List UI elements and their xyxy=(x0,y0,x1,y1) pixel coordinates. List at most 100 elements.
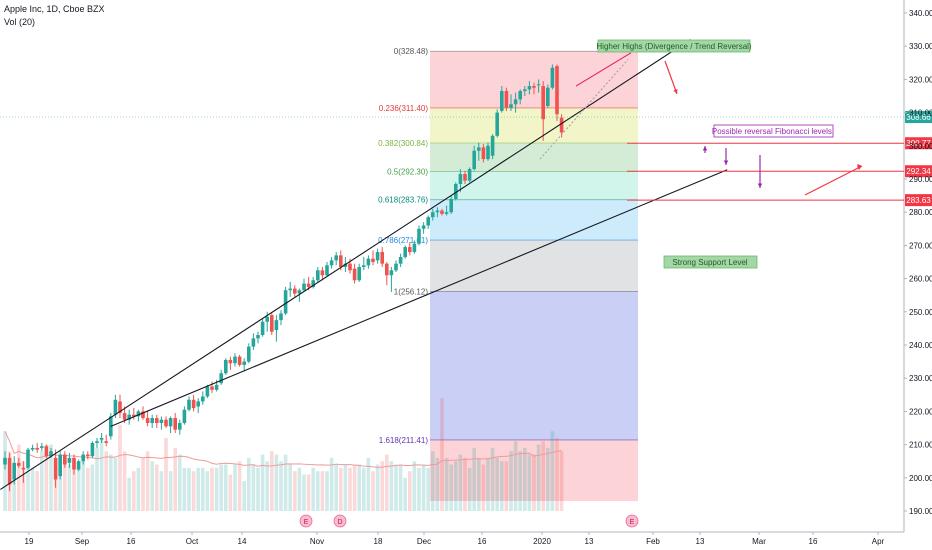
candle-body xyxy=(357,266,361,281)
arrow-tip-head xyxy=(857,163,862,169)
volume-bar xyxy=(12,477,16,511)
candle-body xyxy=(26,449,30,468)
price-label: 283.63 xyxy=(906,196,931,205)
candle-body xyxy=(76,461,81,470)
volume-bar xyxy=(155,464,159,511)
fib-zone xyxy=(430,107,638,144)
volume-bar xyxy=(408,471,412,511)
candle-body xyxy=(219,373,223,384)
volume-bar xyxy=(90,464,95,511)
volume-bar xyxy=(316,471,320,511)
volume-bar xyxy=(256,467,260,511)
candle-body xyxy=(173,418,177,430)
candle-body xyxy=(196,401,200,407)
y-tick-label: 270.00 xyxy=(909,241,932,250)
y-tick-label: 240.00 xyxy=(909,341,932,350)
volume-bar xyxy=(440,398,444,511)
volume-bar xyxy=(555,437,559,511)
volume-bar xyxy=(536,444,541,511)
candle-body xyxy=(274,320,279,331)
y-tick-label: 320.00 xyxy=(909,75,932,84)
candle-body xyxy=(334,255,338,261)
candle-body xyxy=(141,411,145,419)
candle-body xyxy=(3,457,7,465)
volume-bar xyxy=(546,447,550,511)
candle-body xyxy=(495,112,499,136)
volume-bar xyxy=(449,464,453,511)
candle-body xyxy=(421,225,426,229)
trendline xyxy=(110,169,728,427)
volume-bar xyxy=(196,467,200,511)
candle-body xyxy=(463,174,467,181)
event-marker-label: E xyxy=(630,519,635,526)
volume-bar xyxy=(113,457,118,511)
candle-body xyxy=(256,335,260,339)
candle-body xyxy=(523,89,527,92)
volume-title: Vol (20) xyxy=(4,17,36,27)
volume-bar xyxy=(274,454,279,511)
current-price-box xyxy=(905,111,932,124)
candle-body xyxy=(458,174,463,184)
volume-bar xyxy=(348,467,352,511)
arrow-down-red xyxy=(664,60,678,95)
volume-bar xyxy=(486,457,490,511)
candle-body xyxy=(490,135,495,156)
volume-bar xyxy=(122,451,127,511)
volume-bar xyxy=(306,474,311,511)
event-marker-label: D xyxy=(337,519,342,526)
candle-body xyxy=(270,315,274,332)
candle-body xyxy=(21,467,26,470)
y-tick-label: 250.00 xyxy=(909,308,932,317)
volume-bar xyxy=(288,464,292,511)
candle-body xyxy=(550,67,555,88)
arrow-down-purple-head xyxy=(757,183,763,188)
candle-body xyxy=(12,462,16,480)
candle-body xyxy=(63,454,67,465)
volume-bar xyxy=(214,467,219,511)
volume-bar xyxy=(550,431,555,511)
volume-bar xyxy=(173,447,177,511)
volume-bar xyxy=(99,437,104,511)
annotation-box xyxy=(713,124,834,138)
candle-body xyxy=(150,418,154,424)
x-tick-label: 18 xyxy=(374,537,383,546)
x-tick-label: Sep xyxy=(75,537,90,546)
candle-body xyxy=(247,346,251,362)
volume-bar xyxy=(527,454,532,511)
candle-body xyxy=(233,356,237,364)
x-tick-label: Dec xyxy=(417,537,431,546)
candle-body xyxy=(518,91,522,100)
candle-body xyxy=(398,257,403,264)
candle-body xyxy=(559,117,564,133)
volume-bar xyxy=(21,461,26,511)
candle-body xyxy=(536,84,541,86)
volume-bar xyxy=(472,447,476,511)
candle-body xyxy=(339,255,343,267)
y-tick-label: 280.00 xyxy=(909,208,932,217)
volume-bar xyxy=(467,467,472,511)
candle-body xyxy=(371,258,375,262)
arrow-up-purple-head xyxy=(702,146,708,151)
current-price-label: 308.66 xyxy=(906,113,931,122)
fib-level-label: 0(328.48) xyxy=(394,47,429,56)
candle-body xyxy=(375,252,380,261)
candle-body xyxy=(122,413,127,420)
volume-bar xyxy=(86,467,90,511)
candle-body xyxy=(527,86,532,90)
candle-body xyxy=(7,457,12,485)
annotation-box xyxy=(663,255,758,269)
candle-body xyxy=(67,457,72,463)
candle-body xyxy=(311,280,315,287)
candle-body xyxy=(408,247,412,253)
candle-body xyxy=(509,104,513,108)
candle-body xyxy=(90,442,95,457)
x-tick-label: Nov xyxy=(310,537,324,546)
candle-body xyxy=(35,447,39,450)
volume-bar xyxy=(141,457,145,511)
volume-bar xyxy=(454,461,458,511)
volume-bar xyxy=(504,461,509,511)
candle-body xyxy=(237,356,242,365)
volume-bar xyxy=(518,451,522,511)
price-label: 292.34 xyxy=(906,167,931,176)
